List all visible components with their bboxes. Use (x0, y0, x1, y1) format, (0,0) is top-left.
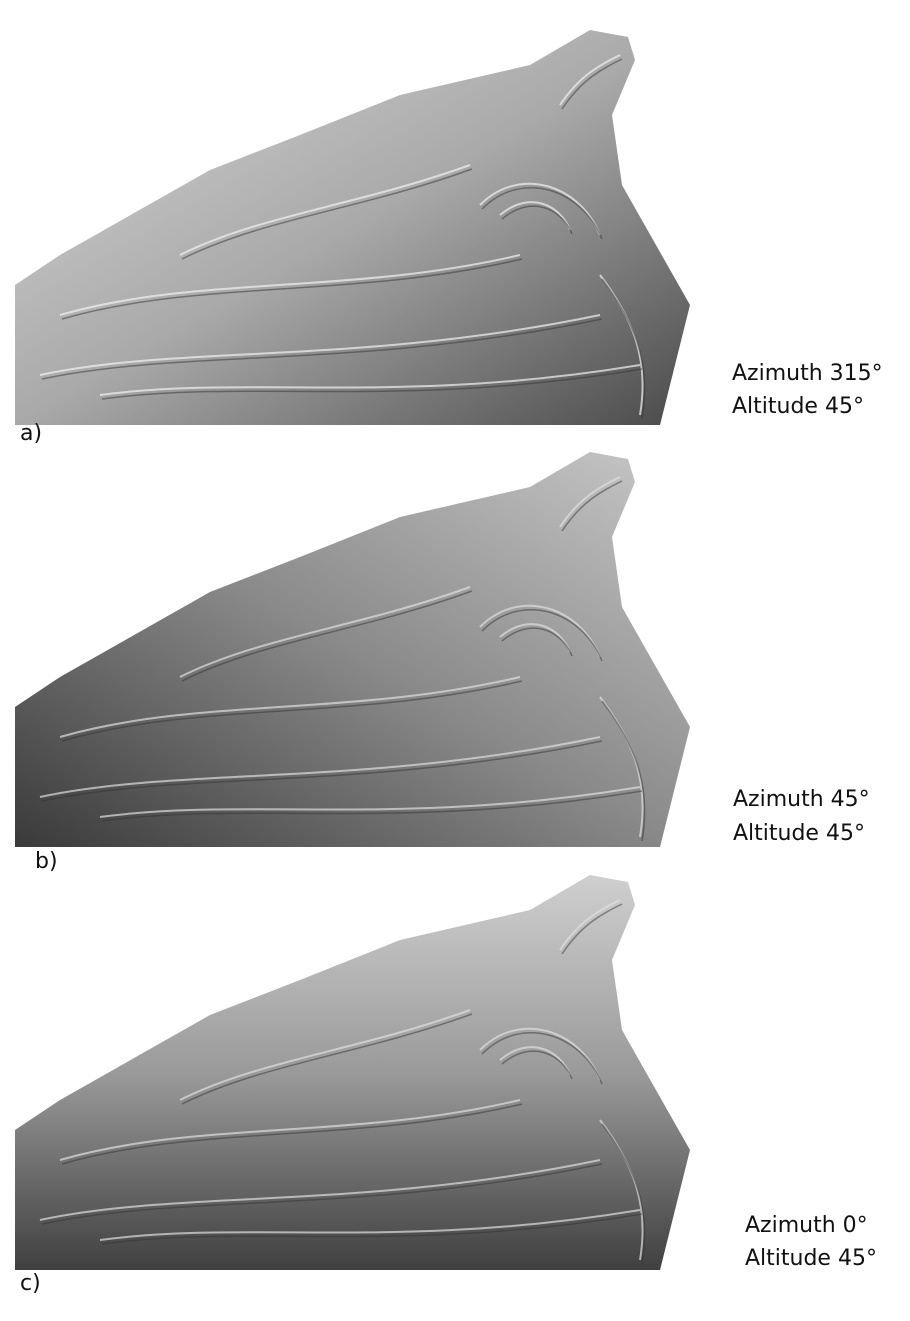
terrain-shadow (481, 186, 603, 240)
terrain-shadow (181, 168, 473, 260)
terrain-shadow (61, 1103, 523, 1165)
light-parameter: Azimuth 0° (745, 1213, 868, 1238)
terrain-shadow (501, 627, 573, 657)
terrain-ridge (39, 736, 601, 798)
terrain-image (15, 30, 690, 425)
terrain-ridge (559, 54, 621, 106)
terrain-shadow (101, 790, 643, 822)
terrain-shadow (481, 1031, 603, 1085)
terrain-shadow (61, 258, 523, 320)
terrain-ridge (59, 676, 521, 738)
terrain-image (15, 875, 690, 1270)
terrain-ridge (179, 164, 471, 256)
terrain-shadow (181, 1013, 473, 1105)
terrain-shadow (501, 1050, 573, 1080)
terrain-ridge (59, 1099, 521, 1161)
terrain-image (15, 452, 690, 847)
terrain-ridge (39, 1159, 601, 1221)
light-parameter: Altitude 45° (745, 1246, 877, 1271)
terrain-ridge (99, 1209, 641, 1241)
terrain-ridge (99, 364, 641, 396)
terrain-ridge (39, 314, 601, 376)
terrain-shadow (61, 680, 523, 742)
terrain-ridge (559, 476, 621, 528)
terrain-shadow (601, 1123, 646, 1265)
terrain-shadow (561, 58, 623, 110)
terrain-shadow (561, 480, 623, 532)
terrain-shadow (601, 278, 646, 420)
terrain-ridge (59, 254, 521, 316)
terrain-shadow (41, 1163, 603, 1225)
light-parameter: Azimuth 45° (733, 787, 870, 812)
terrain-shadow (481, 608, 603, 662)
terrain-shadow (41, 318, 603, 380)
terrain-shadow (101, 368, 643, 400)
terrain-shadow (41, 740, 603, 802)
terrain-shadow (181, 590, 473, 682)
light-parameter: Altitude 45° (732, 394, 864, 419)
light-parameter: Azimuth 315° (732, 361, 883, 386)
panel-label: a) (20, 421, 42, 446)
panel-label: b) (35, 849, 58, 874)
hillshade-panel (15, 875, 690, 1270)
terrain-ridge (99, 786, 641, 818)
terrain-ridge (179, 1009, 471, 1101)
terrain-ridge (179, 586, 471, 678)
panel-label: c) (20, 1271, 41, 1296)
light-parameter: Altitude 45° (733, 821, 865, 846)
hillshade-panel (15, 452, 690, 847)
terrain-ridge (559, 899, 621, 951)
hillshade-panel (15, 30, 690, 425)
terrain-shadow (501, 205, 573, 235)
terrain-shadow (601, 700, 646, 842)
terrain-shadow (561, 903, 623, 955)
terrain-shadow (101, 1213, 643, 1245)
